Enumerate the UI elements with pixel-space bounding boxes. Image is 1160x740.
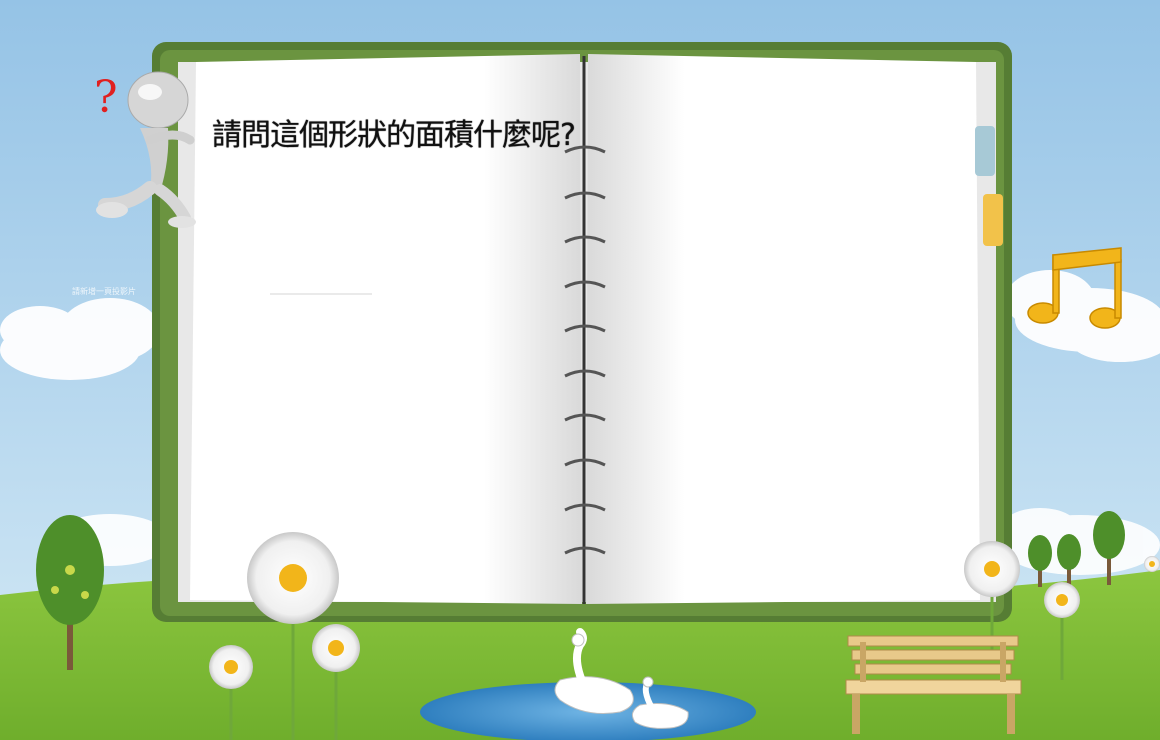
daisy-icon [1044,582,1080,680]
binder-rings [564,145,606,555]
tree-icon [36,515,104,670]
daisy-icon [1144,556,1160,572]
daisy-icon [247,532,339,740]
daisy-icon [964,541,1020,650]
daisy-icon [312,624,360,740]
music-note-icon [1027,247,1122,329]
tree-icon [1028,511,1125,588]
swan-icon [554,628,634,714]
question-text: 請問這個形狀的面積什麼呢? [212,118,576,153]
notebook [152,42,1012,622]
faint-placeholder-text: 請新增一頁投影片 [72,287,136,296]
cloud-left [0,298,160,380]
thinking-figure-icon [96,71,196,228]
daisy-icon [209,645,253,740]
bench-icon [845,635,1022,734]
swan-icon [631,676,689,729]
question-mark-icon: ? [94,72,118,123]
